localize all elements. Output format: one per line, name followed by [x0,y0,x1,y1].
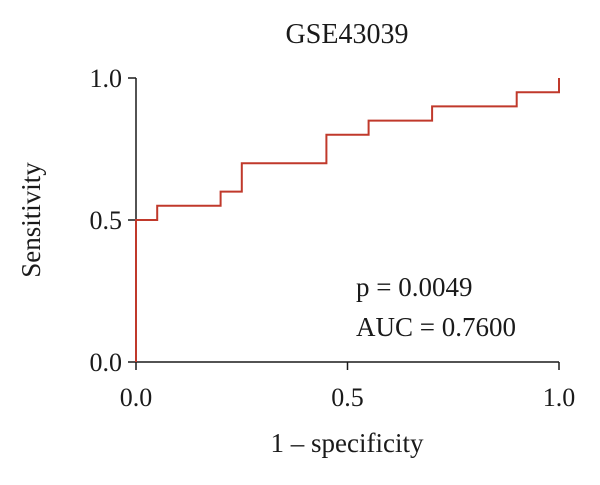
y-tick-label: 0.0 [90,348,123,377]
series-layer [135,78,560,362]
x-tick-label: 0.0 [120,383,153,412]
x-tick-label: 1.0 [543,383,576,412]
y-ticks: 0.0 0.5 1.0 [90,64,136,377]
p-value-annotation: p = 0.0049 [356,272,472,302]
x-tick-label: 0.5 [331,383,364,412]
roc-curve-line [135,78,560,362]
x-axis-label: 1 – specificity [271,428,424,458]
auc-annotation: AUC = 0.7600 [356,312,516,342]
y-tick-label: 0.5 [90,206,123,235]
x-ticks: 0.0 0.5 1.0 [120,362,576,412]
y-tick-label: 1.0 [90,64,123,93]
chart-title: GSE43039 [286,19,409,50]
y-axis-label: Sensitivity [16,162,46,278]
